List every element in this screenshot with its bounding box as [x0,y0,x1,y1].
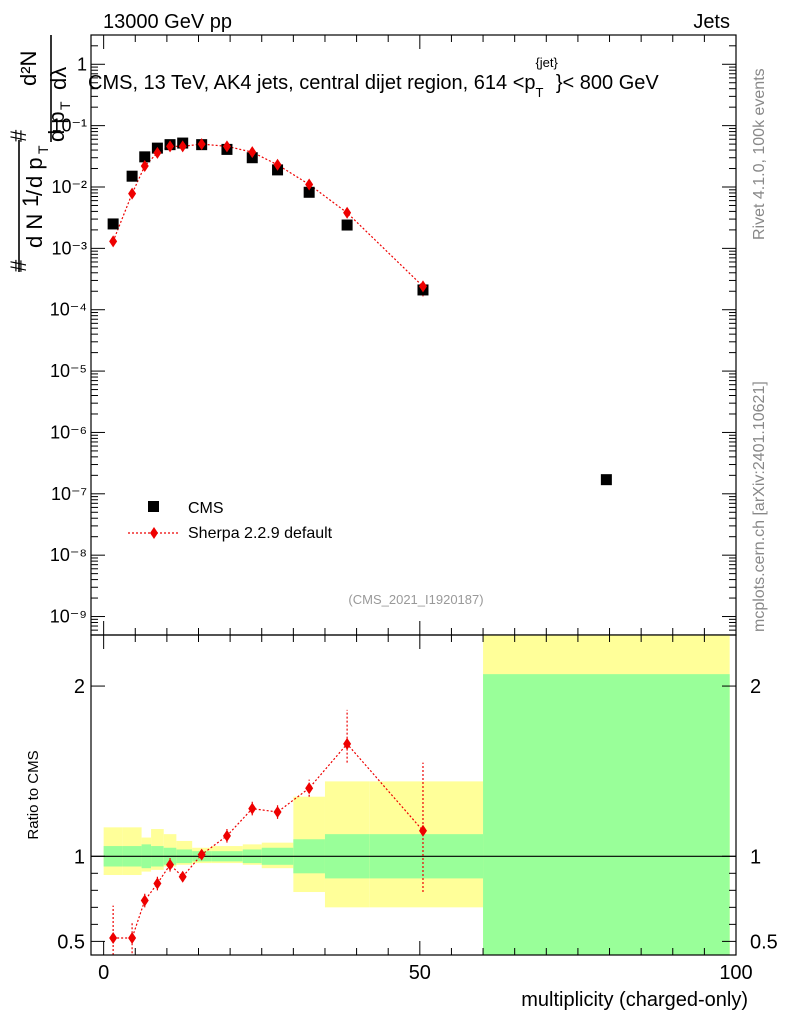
main-y-tick-label: 10⁻⁴ [50,300,87,320]
stat-uncertainty-band [483,674,730,955]
ratio-y-tick-label-left: 2 [74,676,85,698]
ratio-sherpa-point [178,870,187,883]
main-title-suffix: }< 800 GeV [556,72,660,94]
sherpa-point [197,138,206,151]
mcplots-label: mcplots.cern.ch [arXiv:2401.10621] [751,381,768,632]
sherpa-point [128,187,137,200]
sherpa-point [273,158,282,171]
main-frame [90,34,737,636]
rivet-label: Rivet 4.1.0, 100k events [751,68,768,240]
x-tick-label: 0 [98,962,109,984]
main-title-sub: T [536,85,544,100]
ratio-sherpa-point [153,877,162,890]
ylabel-dpt: d p [22,157,47,188]
sherpa-point [418,280,427,293]
cms-point [139,151,151,163]
ratio-sherpa-point [222,829,231,842]
main-y-tick-label: 10⁻⁸ [50,545,87,565]
ratio-sherpa-point [128,931,137,944]
ylabel-t-sub-2: T [57,101,73,110]
ylabel-hash-1: # [6,259,31,272]
sherpa-point [153,146,162,159]
main-y-tick-label: 10⁻⁷ [51,484,87,504]
ratio-frame [90,634,737,956]
ratio-series [109,709,427,955]
x-axis-label: multiplicity (charged-only) [521,989,748,1011]
ratio-sherpa-point [109,931,118,944]
ratio-sherpa-point [197,848,206,861]
main-y-tick-labels: 1 10⁻¹ 10⁻² 10⁻³ 10⁻⁴ 10⁻⁵ 10⁻⁶ 10⁻⁷ 10⁻⁸ 10⁻⁹ [50,54,87,626]
ratio-y-tick-label-right: 2 [750,676,761,698]
header-right: Jets [693,11,730,33]
main-y-tick-label: 1 [77,54,87,74]
main-y-tick-label: 10⁻¹ [51,116,87,136]
ratio-sherpa-point [273,806,282,819]
legend: CMS Sherpa 2.2.9 default [128,500,333,542]
ratio-ylabel: Ratio to CMS [25,750,42,839]
ylabel-hash-2: # [6,129,31,142]
sherpa-point [343,206,352,219]
ylabel-one: 1 [18,195,43,207]
main-axis-ticks [91,34,737,636]
cms-point [341,219,353,231]
ylabel-d2n: d²N [16,51,41,86]
ratio-y-tick-label-left: 1 [74,846,85,868]
sherpa-point [140,159,149,172]
cms-point [303,186,315,198]
sherpa-point [222,140,231,153]
x-tick-label: 50 [409,962,431,984]
main-title-sup: {jet} [535,55,558,70]
ratio-sherpa-point [248,802,257,815]
ylabel-slash: / [22,189,47,196]
sherpa-point [166,140,175,153]
sherpa-point [109,235,118,248]
main-y-tick-label: 10⁻⁹ [50,607,87,627]
cms-point [107,218,119,230]
ratio-sherpa-point [140,894,149,907]
main-ylabel: 1 # d N / d p T # d²N d p T dλ [6,35,73,272]
ratio-y-tick-label-right: 0.5 [750,931,778,953]
ylabel-dpt-2: d p [44,111,69,142]
legend-sherpa-label: Sherpa 2.2.9 default [188,525,333,542]
ratio-y-tick-label-left: 0.5 [57,931,85,953]
main-panel: 1 10⁻¹ 10⁻² 10⁻³ 10⁻⁴ 10⁻⁵ 10⁻⁶ 10⁻⁷ 10⁻⁸ 10⁻⁹ (C… [50,34,737,636]
ratio-tick-labels: 0.5 0.5 1 1 2 2 0 50 100 [57,676,778,984]
main-y-tick-label: 10⁻³ [51,238,87,258]
ratio-y-tick-label-right: 1 [750,846,761,868]
main-y-tick-label: 10⁻² [51,177,87,197]
main-y-tick-label: 10⁻⁵ [50,361,87,381]
main-y-tick-label: 10⁻⁶ [50,422,87,442]
sherpa-point [248,146,257,159]
sherpa-point [178,140,187,153]
main-watermark: (CMS_2021_I1920187) [348,592,483,607]
legend-cms-marker [148,501,159,512]
header-left: 13000 GeV pp [103,11,232,33]
ratio-uncertainty-bands [103,635,730,955]
main-title-prefix: CMS, 13 TeV, AK4 jets, central dijet reg… [88,72,536,94]
ratio-sherpa-point [305,782,314,795]
ratio-sherpa-point [166,858,175,871]
ratio-sherpa-point [418,824,427,837]
main-title: CMS, 13 TeV, AK4 jets, central dijet reg… [88,55,659,100]
sherpa-line [112,143,424,287]
x-tick-label: 100 [719,962,752,984]
ratio-sherpa-point [343,737,352,750]
legend-cms-label: CMS [188,500,224,517]
cms-point [600,474,612,486]
ylabel-dn: d N [22,214,47,248]
sherpa-point [305,178,314,191]
cms-point [126,170,138,182]
ylabel-t-sub: T [35,145,51,154]
ratio-panel: 0.5 0.5 1 1 2 2 0 50 100 [57,634,778,984]
legend-sherpa-marker [150,527,158,539]
main-series [107,137,612,486]
ylabel-dlambda: dλ [46,67,71,90]
